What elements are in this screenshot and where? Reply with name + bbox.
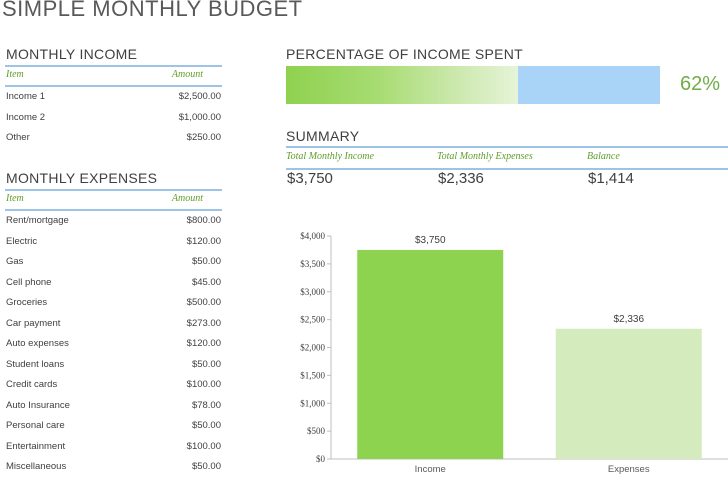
percentage-bar bbox=[286, 66, 660, 104]
summary-header: Total Monthly Income Total Monthly Expen… bbox=[286, 146, 728, 170]
expense-amount: $78.00 bbox=[191, 399, 221, 411]
expense-item: Miscellaneous bbox=[6, 461, 67, 472]
expense-item: Rent/mortgage bbox=[6, 215, 69, 226]
expense-row: Rent/mortgage $800.00 bbox=[5, 211, 222, 232]
chart-y-tick-label: $1,000 bbox=[300, 398, 325, 408]
expense-item: Electric bbox=[6, 235, 38, 247]
percentage-bar-fill bbox=[286, 66, 518, 104]
expense-amount: $120.00 bbox=[186, 235, 221, 247]
expense-item: Auto expenses bbox=[6, 338, 69, 349]
chart-data-label: $3,750 bbox=[415, 235, 446, 246]
income-row: Income 1 $2,500.00 bbox=[5, 87, 222, 108]
summary-income-value: $3,750 bbox=[287, 170, 333, 187]
income-amount: $250.00 bbox=[186, 132, 221, 143]
expense-item: Car payment bbox=[6, 317, 61, 329]
expense-item: Entertainment bbox=[6, 440, 66, 452]
expense-item: Student loans bbox=[6, 358, 65, 370]
expenses-heading: MONTHLY EXPENSES bbox=[6, 170, 158, 186]
income-expenses-chart: $0 $500 $1,000 $1,500 $2,000 $2,500 $3,000 $3,5… bbox=[300, 231, 728, 475]
expense-amount: $50.00 bbox=[191, 358, 221, 370]
income-rows: Income 1 $2,500.00 Income 2 $1,000.00 Other $… bbox=[5, 87, 222, 149]
expense-row: Personal care $50.00 bbox=[5, 416, 222, 437]
expense-amount: $800.00 bbox=[186, 215, 221, 226]
income-col-item: Item bbox=[6, 69, 24, 80]
income-item: Income 2 bbox=[6, 111, 46, 123]
expense-row: Car payment $273.00 bbox=[5, 314, 222, 335]
income-table-header: Item Amount bbox=[5, 65, 222, 87]
expense-row: Auto Insurance $78.00 bbox=[5, 396, 222, 417]
income-amount: $2,500.00 bbox=[178, 91, 221, 102]
expense-row: Miscellaneous $50.00 bbox=[5, 457, 222, 478]
chart-y-tick-label: $3,000 bbox=[300, 287, 325, 297]
expense-row: Credit cards $100.00 bbox=[5, 375, 222, 396]
expense-amount: $45.00 bbox=[191, 276, 221, 288]
expense-amount: $50.00 bbox=[191, 461, 221, 472]
expense-amount: $100.00 bbox=[186, 440, 221, 452]
expense-item: Gas bbox=[6, 256, 24, 267]
chart-y-tick-label: $500 bbox=[307, 426, 326, 436]
chart-bar-income bbox=[357, 249, 504, 459]
chart-y-tick-label: $1,500 bbox=[300, 370, 325, 380]
expense-row: Cell phone $45.00 bbox=[5, 273, 222, 294]
income-table: Item Amount Income 1 $2,500.00 Income 2 $1,… bbox=[5, 65, 222, 149]
income-item: Income 1 bbox=[6, 91, 46, 102]
expense-row: Electric $120.00 bbox=[5, 232, 222, 253]
chart-y-tick-label: $0 bbox=[316, 454, 326, 464]
expense-item: Credit cards bbox=[6, 379, 58, 390]
expense-amount: $100.00 bbox=[186, 379, 221, 390]
income-col-amount: Amount bbox=[171, 69, 203, 80]
income-heading: MONTHLY INCOME bbox=[6, 46, 138, 62]
expense-item: Auto Insurance bbox=[6, 399, 70, 411]
chart-y-tick-label: $4,000 bbox=[300, 231, 325, 241]
chart-category-label: Income bbox=[415, 464, 446, 475]
expense-amount: $50.00 bbox=[191, 420, 221, 431]
summary-expenses-value: $2,336 bbox=[438, 170, 484, 187]
income-row: Income 2 $1,000.00 bbox=[5, 108, 222, 129]
expense-amount: $273.00 bbox=[186, 317, 221, 329]
expense-row: Gas $50.00 bbox=[5, 252, 222, 273]
expense-row: Student loans $50.00 bbox=[5, 355, 222, 376]
expense-item: Personal care bbox=[6, 420, 65, 431]
percentage-value: 62% bbox=[680, 73, 721, 95]
income-amount: $1,000.00 bbox=[178, 111, 221, 123]
expenses-table: Item Amount Rent/mortgage $800.00 Electric… bbox=[5, 189, 222, 478]
expenses-col-amount: Amount bbox=[171, 193, 203, 204]
chart-y-tick-label: $2,500 bbox=[300, 315, 325, 325]
percentage-heading: PERCENTAGE OF INCOME SPENT bbox=[286, 46, 524, 62]
summary-expenses-label: Total Monthly Expenses bbox=[437, 151, 533, 162]
chart-category-label: Expenses bbox=[608, 464, 650, 475]
summary-balance-value: $1,414 bbox=[588, 170, 634, 187]
expense-item: Cell phone bbox=[6, 276, 52, 288]
expense-row: Auto expenses $120.00 bbox=[5, 334, 222, 355]
chart-bar-expenses bbox=[555, 328, 702, 459]
summary-heading: SUMMARY bbox=[286, 128, 360, 144]
income-row: Other $250.00 bbox=[5, 128, 222, 149]
expense-row: Entertainment $100.00 bbox=[5, 437, 222, 458]
chart-y-tick-label: $3,500 bbox=[300, 259, 325, 269]
expenses-table-header: Item Amount bbox=[5, 189, 222, 211]
expense-amount: $500.00 bbox=[186, 297, 221, 308]
summary-balance-label: Balance bbox=[587, 151, 620, 162]
expenses-col-item: Item bbox=[6, 193, 24, 204]
income-item: Other bbox=[6, 132, 30, 143]
chart-y-tick-label: $2,000 bbox=[300, 343, 325, 353]
page-title: SIMPLE MONTHLY BUDGET bbox=[2, 0, 303, 21]
summary-income-label: Total Monthly Income bbox=[286, 151, 374, 162]
expense-amount: $120.00 bbox=[186, 338, 221, 349]
chart-data-label: $2,336 bbox=[613, 314, 644, 325]
expense-item: Groceries bbox=[6, 297, 48, 308]
expense-amount: $50.00 bbox=[191, 256, 221, 267]
expense-row: Groceries $500.00 bbox=[5, 293, 222, 314]
expense-rows: Rent/mortgage $800.00 Electric $120.00 Gas $5… bbox=[5, 211, 222, 478]
